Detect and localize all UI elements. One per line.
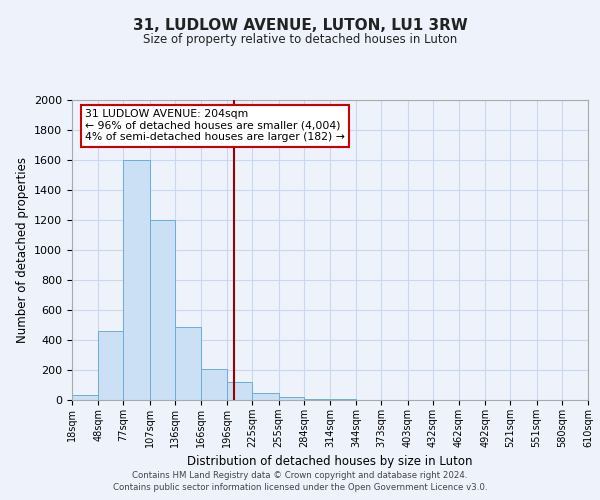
X-axis label: Distribution of detached houses by size in Luton: Distribution of detached houses by size … [187, 456, 473, 468]
Bar [330, 399, 356, 400]
Bar [253, 393, 278, 400]
Bar [175, 326, 201, 400]
Text: Contains HM Land Registry data © Crown copyright and database right 2024.: Contains HM Land Registry data © Crown c… [132, 471, 468, 480]
Bar [124, 160, 149, 400]
Bar [304, 398, 330, 400]
Text: Contains public sector information licensed under the Open Government Licence v3: Contains public sector information licen… [113, 484, 487, 492]
Text: 31, LUDLOW AVENUE, LUTON, LU1 3RW: 31, LUDLOW AVENUE, LUTON, LU1 3RW [133, 18, 467, 32]
Text: Size of property relative to detached houses in Luton: Size of property relative to detached ho… [143, 32, 457, 46]
Bar [278, 397, 304, 400]
Bar [149, 220, 175, 400]
Bar [72, 395, 98, 400]
Text: 31 LUDLOW AVENUE: 204sqm
← 96% of detached houses are smaller (4,004)
4% of semi: 31 LUDLOW AVENUE: 204sqm ← 96% of detach… [85, 109, 345, 142]
Y-axis label: Number of detached properties: Number of detached properties [16, 157, 29, 343]
Bar [201, 368, 227, 400]
Bar [98, 331, 124, 400]
Bar [227, 382, 253, 400]
